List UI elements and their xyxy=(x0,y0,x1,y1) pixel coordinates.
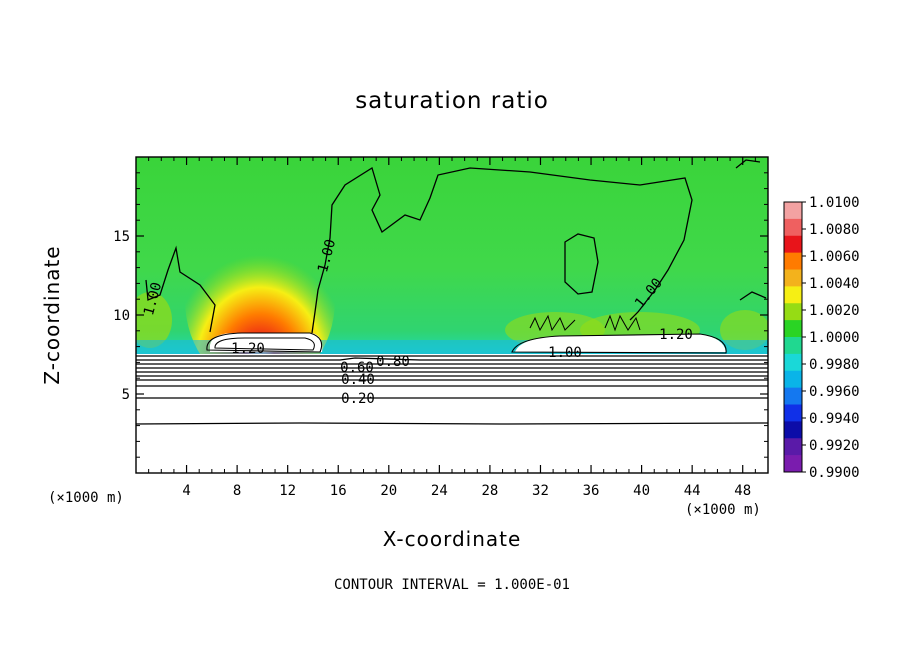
x-tick-label: 40 xyxy=(633,483,650,499)
y-axis-ticks: 5 10 15 xyxy=(113,172,768,458)
y-tick-label: 10 xyxy=(113,308,130,324)
colorbar-swatch xyxy=(784,202,802,220)
contour-interval-note: CONTOUR INTERVAL = 1.000E-01 xyxy=(333,577,570,593)
contour-label: 0.80 xyxy=(376,354,410,370)
colorbar: 1.0100 1.0080 1.0060 1.0040 1.0020 1.0000 0.99… xyxy=(783,195,860,481)
colorbar-label: 0.9940 xyxy=(809,411,860,427)
colorbar-swatch xyxy=(784,370,802,389)
colorbar-swatch xyxy=(784,337,802,355)
colorbar-swatch xyxy=(784,387,802,405)
colorbar-swatch xyxy=(784,455,802,473)
colorbar-label: 1.0000 xyxy=(809,330,860,346)
colorbar-swatch xyxy=(784,252,802,270)
colorbar-swatch xyxy=(784,438,802,456)
x-tick-label: 32 xyxy=(532,483,549,499)
colorbar-label: 0.9900 xyxy=(809,465,860,481)
x-tick-label: 24 xyxy=(431,483,448,499)
cloud-region-right xyxy=(515,334,726,352)
colorbar-swatch xyxy=(784,404,802,422)
x-tick-label: 48 xyxy=(734,483,751,499)
y-tick-label: 5 xyxy=(122,387,130,403)
x-tick-label: 28 xyxy=(481,483,498,499)
x-tick-label: 8 xyxy=(233,483,241,499)
colorbar-swatch xyxy=(784,235,802,254)
contour-label: 0.40 xyxy=(341,372,375,388)
colorbar-label: 0.9920 xyxy=(809,438,860,454)
colorbar-label: 1.0080 xyxy=(809,222,860,238)
colorbar-label: 1.0040 xyxy=(809,276,860,292)
contour-label: 1.00 xyxy=(548,345,582,361)
colorbar-label: 0.9960 xyxy=(809,384,860,400)
colorbar-swatch xyxy=(784,286,802,304)
colorbar-swatch xyxy=(784,421,802,439)
contour-label: 1.20 xyxy=(231,341,265,357)
x-tick-label: 4 xyxy=(182,483,190,499)
colorbar-swatch xyxy=(784,320,802,338)
x-tick-label: 36 xyxy=(583,483,600,499)
x-axis-ticks: 4 8 12 16 20 24 28 32 36 40 44 48 xyxy=(148,157,756,499)
x-unit-note-left: (×1000 m) xyxy=(48,490,124,506)
x-unit-note-right: (×1000 m) xyxy=(685,502,761,518)
x-tick-label: 44 xyxy=(684,483,701,499)
contour-label: 0.20 xyxy=(341,391,375,407)
colorbar-label: 1.0060 xyxy=(809,249,860,265)
chart-title: saturation ratio xyxy=(355,88,549,114)
contour-label: 1.20 xyxy=(659,327,693,343)
contour-lines xyxy=(135,159,769,425)
saturation-field xyxy=(136,157,768,473)
x-tick-label: 20 xyxy=(380,483,397,499)
colorbar-label: 1.0020 xyxy=(809,303,860,319)
y-tick-label: 15 xyxy=(113,229,130,245)
colorbar-swatch xyxy=(784,353,802,372)
x-axis-label: X-coordinate xyxy=(382,527,522,551)
x-tick-label: 16 xyxy=(330,483,347,499)
colorbar-swatch xyxy=(784,269,802,287)
colorbar-label: 1.0100 xyxy=(809,195,860,211)
x-tick-label: 12 xyxy=(279,483,296,499)
colorbar-swatch xyxy=(784,218,802,237)
contour-label: 0.60 xyxy=(340,360,374,376)
colorbar-swatch xyxy=(784,303,802,321)
colorbar-label: 0.9980 xyxy=(809,357,860,373)
